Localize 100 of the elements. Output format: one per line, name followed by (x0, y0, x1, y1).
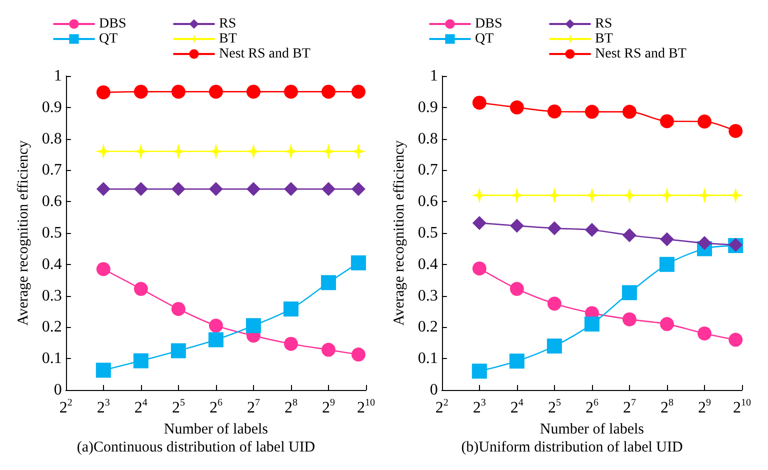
y-tick-label: 0.2 (42, 318, 62, 336)
point (660, 317, 674, 332)
point (284, 182, 298, 196)
point (132, 143, 149, 160)
legend-label: QT (475, 32, 494, 46)
point (95, 143, 112, 160)
point (547, 104, 562, 118)
legend-label: QT (99, 32, 118, 46)
legend-label: RS (595, 16, 612, 32)
point (96, 182, 110, 196)
point (282, 143, 299, 160)
legend-label: Nest RS and BT (219, 46, 311, 62)
legend-label: BT (219, 32, 238, 46)
point (659, 256, 674, 272)
point (208, 332, 224, 348)
point (208, 182, 223, 196)
point (584, 222, 599, 237)
point (696, 187, 712, 204)
point (171, 84, 186, 99)
point (134, 282, 148, 296)
point (96, 85, 110, 100)
point (472, 96, 486, 110)
point (208, 143, 224, 160)
y-tick-label: 0.9 (42, 98, 62, 116)
point (284, 336, 298, 351)
y-axis-title: Average recognition efficiency (16, 140, 32, 326)
legend-label: DBS (475, 16, 502, 32)
y-tick-label: 0.9 (418, 98, 438, 116)
point (320, 143, 336, 160)
point (622, 228, 636, 242)
point (698, 326, 712, 340)
legend-label: RS (219, 16, 236, 32)
point (546, 187, 562, 204)
point (246, 318, 261, 334)
y-tick-label: 0.8 (418, 130, 438, 148)
point (547, 296, 562, 311)
point (510, 218, 524, 233)
point (170, 143, 186, 160)
y-tick-label: 0 (430, 382, 438, 398)
point (621, 187, 638, 204)
point (698, 114, 712, 129)
point (622, 312, 636, 326)
x-axis-title: Number of labels (164, 422, 268, 438)
point (96, 262, 110, 276)
y-tick-label: 0.4 (418, 256, 438, 273)
y-tick-label: 0.5 (418, 224, 438, 242)
point (96, 362, 111, 378)
y-tick-label: 0.7 (418, 162, 438, 179)
text: (b)Uniform distribution of label UID (461, 440, 683, 456)
legend-label: BT (595, 32, 614, 46)
point (134, 84, 148, 99)
point (322, 342, 336, 357)
point (622, 285, 637, 300)
y-tick-label: 1 (54, 68, 62, 84)
point (246, 84, 260, 99)
point (622, 104, 636, 119)
point (320, 275, 336, 290)
point (170, 343, 186, 358)
point (208, 84, 223, 99)
point (246, 182, 260, 196)
y-tick-label: 0.1 (418, 350, 438, 368)
text: (a)Continuous distribution of label UID (76, 440, 316, 456)
point (283, 301, 298, 316)
y-tick-label: 0.8 (42, 130, 62, 148)
point (245, 143, 262, 160)
point (471, 187, 488, 204)
point (584, 316, 600, 332)
y-axis-title: Average recognition efficiency (392, 140, 408, 326)
y-tick-label: 0.3 (418, 287, 438, 304)
point (171, 302, 186, 316)
y-tick-label: 0.4 (42, 256, 62, 273)
point (208, 318, 223, 333)
y-tick-label: 0.6 (418, 193, 438, 210)
point (546, 338, 562, 354)
point (697, 236, 712, 250)
point (508, 187, 525, 204)
y-tick-label: 0.3 (42, 287, 62, 304)
point (509, 354, 524, 369)
point (660, 114, 674, 128)
point (660, 232, 674, 246)
point (134, 182, 148, 196)
point (510, 282, 524, 296)
point (584, 187, 600, 204)
y-tick-label: 0.7 (42, 162, 62, 179)
y-tick-label: 0.6 (42, 193, 62, 210)
point (584, 104, 599, 119)
legend-label: Nest RS and BT (595, 46, 687, 62)
point (472, 261, 486, 276)
y-tick-label: 0.1 (42, 350, 62, 368)
point (133, 353, 148, 368)
point (322, 84, 336, 99)
y-tick-label: 1 (430, 68, 438, 84)
point (510, 100, 524, 114)
y-tick-label: 0.5 (42, 224, 62, 242)
point (472, 216, 486, 230)
x-axis-title: Number of labels (540, 422, 644, 438)
y-tick-label: 0 (54, 382, 62, 398)
legend-label: DBS (99, 16, 126, 32)
point (658, 187, 675, 204)
point (321, 182, 336, 196)
